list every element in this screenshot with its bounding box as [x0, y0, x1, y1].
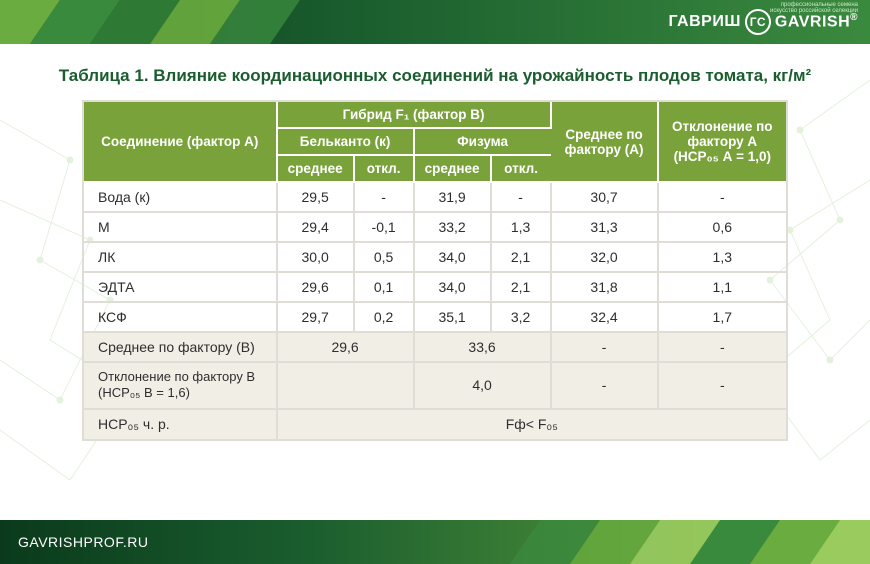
table-footer-dev-b: Отклонение по фактору В (НСР₀₅ В = 1,6) … — [84, 362, 786, 409]
table-footer-hcp: НСР₀₅ ч. р. Fф< F₀₅ — [84, 409, 786, 439]
th-avg-a: Среднее по фактору (А) — [551, 102, 658, 182]
brand-name-ru: ГАВРИШ — [668, 13, 740, 31]
footer-bar: GAVRISHPROF.RU — [0, 520, 870, 564]
header-bar: профессиональные семена искусство россий… — [0, 0, 870, 44]
slide-title: Таблица 1. Влияние координационных соеди… — [0, 66, 870, 86]
table-footer-avg-b: Среднее по фактору (В) 29,6 33,6 - - — [84, 332, 786, 362]
header-triangles — [0, 0, 340, 44]
th-factor-a: Соединение (фактор А) — [84, 102, 277, 182]
th-mean-1: среднее — [277, 155, 354, 182]
footer-url: GAVRISHPROF.RU — [18, 534, 148, 550]
brand-tagline-bottom: искусство российской селекции — [770, 8, 858, 14]
th-hybrid-group: Гибрид F₁ (фактор В) — [277, 102, 551, 128]
th-fizuma: Физума — [414, 128, 551, 155]
brand-circle-icon: ГС — [745, 9, 771, 35]
table-row: КСФ29,70,235,13,232,41,7 — [84, 302, 786, 332]
th-dev-a: Отклонение по фактору А (НСР₀₅ А = 1,0) — [658, 102, 786, 182]
th-dev-1: откл. — [354, 155, 414, 182]
th-dev-2: откл. — [491, 155, 551, 182]
table-row: ЭДТА29,60,134,02,131,81,1 — [84, 272, 786, 302]
slide: профессиональные семена искусство россий… — [0, 0, 870, 564]
th-mean-2: среднее — [414, 155, 491, 182]
th-belcanto: Бельканто (к) — [277, 128, 414, 155]
brand-name-en: GAVRISH® — [775, 12, 858, 31]
table-row: М29,4-0,133,21,331,30,6 — [84, 212, 786, 242]
table-row: Вода (к)29,5-31,9-30,7- — [84, 182, 786, 212]
data-table: Соединение (фактор А) Гибрид F₁ (фактор … — [82, 100, 788, 441]
table-row: ЛК30,00,534,02,132,01,3 — [84, 242, 786, 272]
brand-tagline: профессиональные семена искусство россий… — [770, 2, 858, 14]
footer-triangles — [370, 520, 870, 564]
